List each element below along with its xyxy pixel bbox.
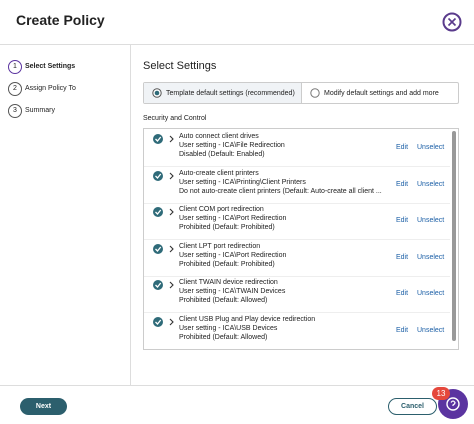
- settings-list: Auto connect client drives User setting -…: [143, 128, 459, 350]
- item-detail: Prohibited (Default: Prohibited): [179, 260, 275, 268]
- edit-link[interactable]: Edit: [396, 217, 409, 224]
- status-icon: [153, 316, 174, 327]
- setting-item: Client TWAIN device redirection User sett…: [144, 277, 450, 313]
- unselect-link[interactable]: Unselect: [417, 217, 445, 224]
- setting-item: Client USB Plug and Play device redirect…: [144, 314, 450, 349]
- setting-item: Client LPT port redirection User setting …: [144, 241, 450, 277]
- radio: [310, 88, 320, 98]
- radio-option[interactable]: Template default settings (recommended): [144, 83, 302, 103]
- status-icon: [153, 243, 174, 254]
- status-icon: [153, 170, 174, 181]
- edit-link[interactable]: Edit: [396, 290, 409, 297]
- section-title: Select Settings: [143, 60, 217, 72]
- radio-label: Template default settings (recommended): [166, 90, 295, 97]
- step-label[interactable]: Assign Policy To: [25, 85, 76, 92]
- setting-item: Auto-create client printers User setting …: [144, 168, 450, 204]
- item-title: Client USB Plug and Play device redirect…: [179, 315, 316, 323]
- unselect-link[interactable]: Unselect: [417, 144, 445, 151]
- unselect-link[interactable]: Unselect: [417, 180, 445, 188]
- edit-link[interactable]: Edit: [396, 326, 409, 334]
- edit-link[interactable]: Edit: [396, 253, 409, 261]
- radio-option[interactable]: Modify default settings and add more: [302, 83, 458, 103]
- divider: [130, 45, 131, 385]
- item-title: Auto-create client printers: [179, 169, 259, 177]
- step-number: 2: [8, 82, 22, 96]
- radio: [152, 88, 162, 98]
- item-title: Client TWAIN device redirection: [179, 279, 278, 286]
- item-detail: Prohibited (Default: Allowed): [179, 297, 268, 304]
- close-button[interactable]: [442, 12, 462, 32]
- divider: [0, 44, 474, 45]
- item-detail: User setting - ICA\File Redirection: [179, 142, 285, 149]
- item-detail: Do not auto-create client printers (Defa…: [179, 187, 382, 195]
- item-title: Auto connect client drives: [179, 133, 259, 140]
- radio-label: Modify default settings and add more: [324, 90, 439, 97]
- unselect-link[interactable]: Unselect: [417, 253, 445, 261]
- notification-badge: 13: [432, 387, 450, 400]
- edit-link[interactable]: Edit: [396, 180, 409, 188]
- cancel-button[interactable]: Cancel: [388, 398, 437, 415]
- next-button[interactable]: Next: [20, 398, 67, 415]
- scrollbar[interactable]: [452, 131, 456, 341]
- item-detail: User setting - ICA\Port Redirection: [179, 251, 287, 259]
- item-detail: Prohibited (Default: Allowed): [179, 333, 268, 341]
- unselect-link[interactable]: Unselect: [417, 326, 445, 334]
- item-detail: User setting - ICA\TWAIN Devices: [179, 288, 286, 295]
- status-icon: [153, 280, 174, 290]
- edit-link[interactable]: Edit: [396, 144, 409, 151]
- status-icon: [153, 207, 174, 217]
- page-title: Create Policy: [16, 12, 105, 28]
- divider: [0, 385, 474, 386]
- help-icon: [446, 397, 460, 411]
- setting-item: Client COM port redirection User setting …: [144, 204, 450, 240]
- item-detail: User setting - ICA\Printing\Client Print…: [179, 178, 306, 186]
- item-detail: User setting - ICA\Port Redirection: [179, 215, 287, 222]
- radio-group: Template default settings (recommended) …: [143, 82, 459, 104]
- setting-item: Auto connect client drives User setting -…: [144, 131, 450, 167]
- step-label[interactable]: Summary: [25, 107, 55, 114]
- status-icon: [153, 134, 174, 144]
- step-number: 3: [8, 104, 22, 118]
- step-number: 1: [8, 60, 22, 74]
- section-label: Security and Control: [143, 115, 207, 122]
- unselect-link[interactable]: Unselect: [417, 290, 445, 297]
- item-title: Client COM port redirection: [179, 206, 264, 213]
- item-detail: Disabled (Default: Enabled): [179, 151, 265, 158]
- item-detail: Prohibited (Default: Prohibited): [179, 224, 275, 231]
- item-detail: User setting - ICA\USB Devices: [179, 324, 278, 332]
- item-title: Client LPT port redirection: [179, 242, 261, 250]
- step-label[interactable]: Select Settings: [25, 63, 76, 70]
